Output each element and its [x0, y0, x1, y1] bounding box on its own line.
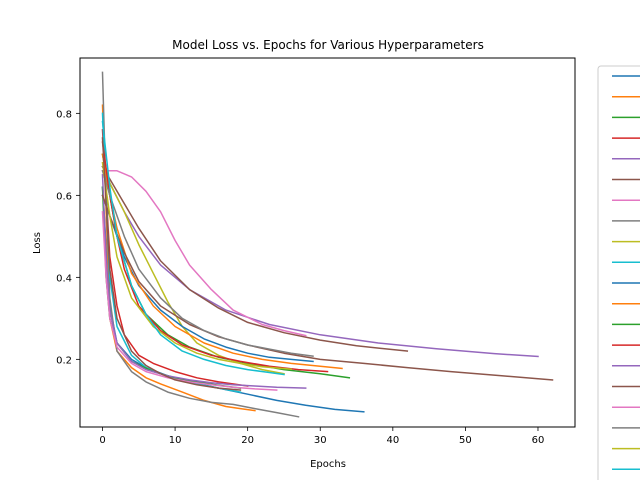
- x-tick-label: 40: [386, 435, 399, 446]
- x-tick-label: 30: [314, 435, 327, 446]
- plot-lines: [101, 71, 554, 418]
- series-line-6: [101, 165, 409, 352]
- series-line-11: [101, 194, 314, 363]
- series-line-21: [101, 137, 242, 391]
- x-tick-label: 10: [169, 435, 182, 446]
- legend: [597, 65, 640, 480]
- y-tick-label: 0.8: [56, 109, 72, 120]
- plot-frame: [79, 57, 576, 428]
- x-axis: 0 10 20 30 40 50 60: [99, 427, 544, 446]
- series-line-18: [101, 169, 314, 357]
- y-tick-label: 0.4: [56, 273, 72, 284]
- series-line-8: [101, 71, 300, 418]
- y-tick-label: 0.2: [56, 355, 72, 366]
- legend-box: [597, 65, 640, 480]
- x-tick-label: 50: [459, 435, 472, 446]
- legend-items: [612, 75, 640, 471]
- chart-title: Model Loss vs. Epochs for Various Hyperp…: [172, 38, 484, 52]
- x-tick-label: 20: [241, 435, 254, 446]
- series-line-20: [101, 120, 285, 376]
- series-line-19: [101, 161, 293, 371]
- series-line-12: [101, 153, 343, 370]
- series-line-7: [101, 170, 307, 337]
- x-axis-label: Epochs: [310, 459, 346, 470]
- y-axis: 0.2 0.4 0.6 0.8: [56, 109, 80, 366]
- y-tick-label: 0.6: [56, 191, 72, 202]
- series-line-17: [101, 211, 278, 391]
- series-line-4: [101, 129, 249, 387]
- x-tick-label: 60: [532, 435, 545, 446]
- x-tick-label: 0: [99, 435, 105, 446]
- y-axis-label: Loss: [32, 232, 43, 254]
